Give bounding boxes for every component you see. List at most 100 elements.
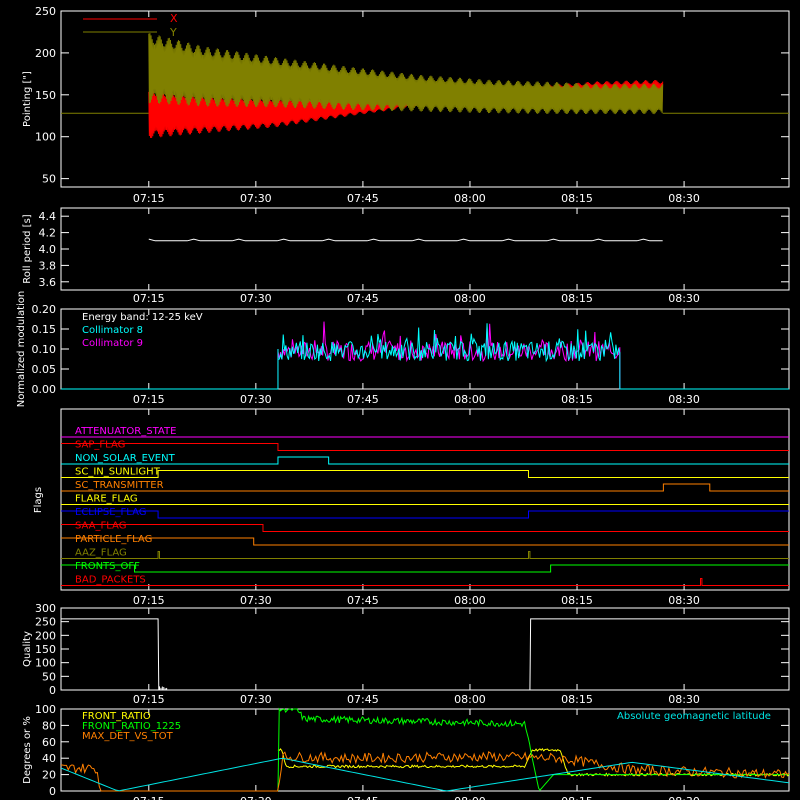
x-tick-label: 08:00 xyxy=(454,393,486,406)
legend-geomagnetic-latitude: Absolute geomagnetic latitude xyxy=(617,711,771,722)
y-tick-label: 0 xyxy=(49,785,56,798)
modulation-annotation: Energy band: 12-25 keV xyxy=(82,312,203,323)
x-tick-label: 07:30 xyxy=(240,292,272,305)
quality-ylabel: Quality xyxy=(22,631,33,667)
flag-line xyxy=(61,564,789,573)
flag-line xyxy=(61,470,789,478)
flag-line xyxy=(61,483,789,492)
y-tick-label: 300 xyxy=(35,602,56,615)
panel-roll-frame xyxy=(60,207,790,291)
x-tick-label: 07:15 xyxy=(133,393,165,406)
flag-label: PARTICLE_FLAG xyxy=(75,534,152,545)
x-tick-label: 08:30 xyxy=(668,292,700,305)
x-tick-label: 07:45 xyxy=(347,594,379,607)
x-tick-label: 07:30 xyxy=(240,693,272,706)
x-tick-label: 08:00 xyxy=(454,693,486,706)
x-tick-label: 07:45 xyxy=(347,393,379,406)
y-tick-label: 0 xyxy=(49,684,56,697)
x-tick-label: 07:45 xyxy=(347,693,379,706)
flag-label: FLARE_FLAG xyxy=(75,494,138,505)
y-tick-label: 0.10 xyxy=(32,343,57,356)
pointing-ylabel: Pointing ["] xyxy=(22,71,33,127)
modulation-ylabel: Normalized modulation xyxy=(16,291,27,408)
x-tick-label: 07:15 xyxy=(133,693,165,706)
y-tick-label: 150 xyxy=(35,643,56,656)
x-tick-label: 07:30 xyxy=(240,795,272,800)
y-tick-label: 4.0 xyxy=(39,243,57,256)
x-tick-label: 08:00 xyxy=(454,192,486,205)
x-tick-label: 07:15 xyxy=(133,292,165,305)
panel-quality-frame xyxy=(60,607,790,691)
flag-label: ATTENUATOR_STATE xyxy=(75,426,176,437)
legend-collimator-9: Collimator 9 xyxy=(82,338,143,349)
y-tick-label: 100 xyxy=(35,131,56,144)
panel-flags-frame xyxy=(60,408,790,591)
x-tick-label: 08:00 xyxy=(454,292,486,305)
y-tick-label: 0.15 xyxy=(32,323,57,336)
y-tick-label: 4.2 xyxy=(39,227,57,240)
flag-line xyxy=(61,456,789,465)
x-tick-label: 08:30 xyxy=(668,192,700,205)
flag-label: NON_SOLAR_EVENT xyxy=(75,453,176,464)
y-tick-label: 100 xyxy=(35,703,56,716)
y-tick-label: 40 xyxy=(42,752,56,765)
quality-line xyxy=(61,618,789,691)
flag-label: SAA_FLAG xyxy=(75,521,126,532)
ratio-max-det-vs-tot xyxy=(60,751,790,792)
modulation-collimator-8 xyxy=(61,323,789,390)
flag-label: FRONTS_OFF xyxy=(75,561,140,572)
flag-label: ECLIPSE_FLAG xyxy=(75,507,146,518)
flag-label: BAD_PACKETS xyxy=(75,575,146,586)
y-tick-label: 200 xyxy=(35,629,56,642)
y-tick-label: 3.8 xyxy=(39,259,57,272)
y-tick-label: 50 xyxy=(42,173,56,186)
x-tick-label: 08:30 xyxy=(668,693,700,706)
flag-label: SC_TRANSMITTER xyxy=(75,480,164,491)
flag-line xyxy=(61,578,789,586)
geomagnetic-latitude-line xyxy=(60,757,790,792)
y-tick-label: 50 xyxy=(42,670,56,683)
x-tick-label: 07:30 xyxy=(240,192,272,205)
x-tick-label: 08:00 xyxy=(454,795,486,800)
y-tick-label: 4.4 xyxy=(39,210,57,223)
x-tick-label: 07:30 xyxy=(240,393,272,406)
x-tick-label: 08:15 xyxy=(561,594,593,607)
y-tick-label: 200 xyxy=(35,47,56,60)
roll-period-line xyxy=(148,238,663,242)
y-tick-label: 0.20 xyxy=(32,303,57,316)
y-tick-label: 250 xyxy=(35,5,56,18)
y-tick-label: 0.00 xyxy=(32,383,57,396)
legend-y-label: Y xyxy=(169,26,177,39)
x-tick-label: 07:15 xyxy=(133,795,165,800)
roll-ylabel: Roll period [s] xyxy=(22,214,33,283)
flag-line xyxy=(61,551,789,559)
panel-ratios-frame xyxy=(60,708,790,792)
y-tick-label: 80 xyxy=(42,719,56,732)
x-tick-label: 07:45 xyxy=(347,292,379,305)
flag-label: SAP_FLAG xyxy=(75,440,125,451)
panel-pointing-frame xyxy=(60,10,790,188)
y-tick-label: 150 xyxy=(35,89,56,102)
y-tick-label: 60 xyxy=(42,736,56,749)
y-tick-label: 0.05 xyxy=(32,363,57,376)
x-tick-label: 07:30 xyxy=(240,594,272,607)
flags-ylabel: Flags xyxy=(33,487,44,513)
series-y-oscillation xyxy=(148,33,664,115)
flag-line xyxy=(61,443,789,451)
flag-line xyxy=(61,537,789,546)
x-tick-label: 07:15 xyxy=(133,594,165,607)
ratio-front-ratio-1225 xyxy=(277,707,789,792)
flag-line xyxy=(61,510,789,519)
y-tick-label: 100 xyxy=(35,657,56,670)
y-tick-label: 20 xyxy=(42,769,56,782)
x-tick-label: 07:15 xyxy=(133,192,165,205)
panel-pointing: 50 100 150 200 250 07:15 07:30 07:45 08:00 08:15… xyxy=(22,5,790,205)
legend-front-ratio: FRONT_RATIO xyxy=(82,711,151,722)
ratios-ylabel: Degrees or % xyxy=(22,716,33,784)
legend-front-ratio-1225: FRONT_RATIO_1225 xyxy=(82,721,181,732)
x-tick-label: 08:15 xyxy=(561,795,593,800)
x-tick-label: 08:15 xyxy=(561,393,593,406)
flag-label: AAZ_FLAG xyxy=(75,548,127,559)
x-tick-label: 08:30 xyxy=(668,393,700,406)
